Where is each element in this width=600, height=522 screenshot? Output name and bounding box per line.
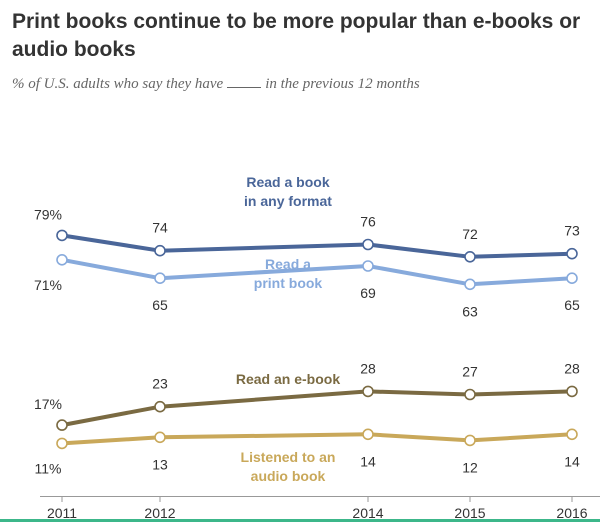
data-point-any_format [56,229,68,242]
series-line-audio [60,432,574,446]
value-label-print_book: 69 [360,285,376,301]
value-label-print_book: 65 [564,297,580,313]
value-label-ebook: 28 [360,360,376,376]
series-line-any_format [60,233,574,259]
x-tick-label: 2016 [556,505,587,521]
x-tick-label: 2014 [352,505,383,521]
data-point-print_book [362,260,374,272]
data-point-audio [154,431,166,444]
x-tick-label: 2011 [47,505,77,521]
x-tick-label: 2012 [144,505,175,521]
chart-subtitle: % of U.S. adults who say they have in the… [12,76,420,93]
x-tick-label: 2015 [454,505,485,521]
subtitle-blank [227,77,262,88]
series-name-print_book: Read a [265,256,311,272]
data-point-print_book [56,253,68,266]
value-label-print_book: 71% [34,277,62,293]
value-label-audio: 14 [360,453,376,469]
subtitle-lead: % of U.S. adults who say they have [12,76,224,92]
data-point-print_book [154,272,166,285]
value-label-audio: 12 [462,459,478,475]
data-point-any_format [154,244,166,257]
value-label-ebook: 27 [462,364,478,380]
bottom-rule [0,519,600,522]
series-name-ebook: Read an e-book [236,371,340,387]
data-point-ebook [154,400,166,413]
value-label-audio: 13 [152,456,168,472]
value-label-ebook: 23 [152,376,168,392]
data-point-any_format [464,250,476,263]
value-label-print_book: 65 [152,297,168,313]
data-point-ebook [464,388,476,401]
value-label-any_format: 76 [360,214,376,230]
value-label-audio: 14 [564,453,580,469]
value-label-audio: 11% [35,460,62,476]
data-point-audio [56,437,68,450]
value-label-any_format: 74 [152,220,168,236]
data-point-ebook [362,385,374,398]
data-point-print_book [464,278,476,291]
data-point-ebook [56,419,68,431]
value-label-print_book: 63 [462,303,478,319]
data-point-ebook [566,385,578,398]
series-line-ebook [60,389,574,428]
subtitle-tail: in the previous 12 months [265,76,420,92]
chart-title: Print books continue to be more popular … [12,10,581,61]
series-name-audio: Listened to an [241,449,336,465]
data-point-any_format [362,238,374,251]
data-point-any_format [566,247,578,260]
data-point-audio [362,428,374,441]
series-name-any_format: in any format [244,193,332,209]
data-point-print_book [566,272,578,285]
series-name-print_book: print book [254,275,323,291]
value-label-any_format: 72 [462,226,478,242]
value-label-ebook: 17% [34,396,62,412]
series-name-audio: audio book [251,468,326,484]
data-point-audio [464,434,476,447]
data-point-audio [566,428,578,441]
value-label-any_format: 73 [564,223,580,239]
series-name-any_format: Read a book [246,174,329,190]
value-label-any_format: 79% [34,206,62,222]
value-label-ebook: 28 [564,360,580,376]
